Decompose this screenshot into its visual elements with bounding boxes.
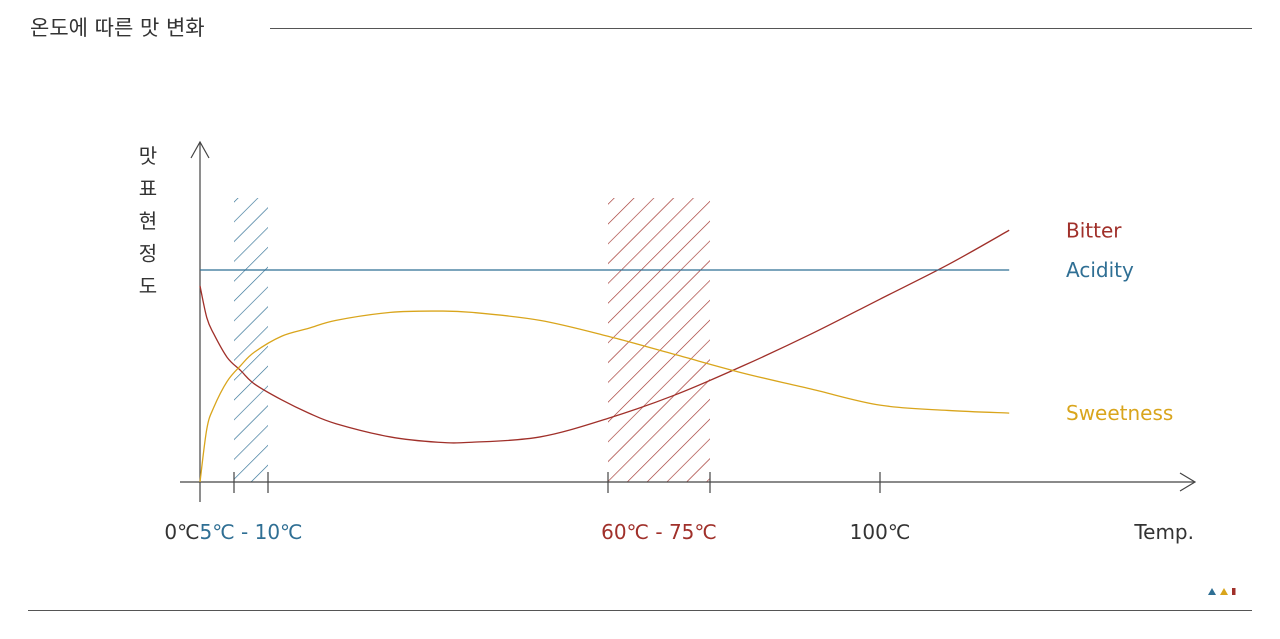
highlighted-ranges (234, 198, 710, 482)
range-hatch-1 (608, 198, 710, 482)
series-line-sweetness (199, 310, 1010, 483)
range-hatch-0 (234, 198, 268, 482)
y-axis-label-char: 맛 (139, 144, 157, 168)
series-label-sweetness: Sweetness (1066, 401, 1173, 425)
y-axis-label-char: 도 (139, 274, 157, 298)
series-line-bitter (199, 229, 1010, 444)
brand-logo (1208, 588, 1236, 595)
logo-triangle-yellow (1220, 588, 1228, 595)
logo-triangle-blue (1208, 588, 1216, 595)
series-lines (199, 229, 1010, 483)
x-axis-arrow (1179, 472, 1197, 492)
y-axis-label-char: 현 (139, 209, 157, 233)
y-axis-label-char: 정 (139, 242, 157, 266)
y-axis-label-char: 표 (139, 177, 157, 201)
page-title: 온도에 따른 맛 변화 (30, 16, 205, 40)
logo-bar-red (1232, 588, 1236, 595)
range-label-0: 5℃ - 10℃ (199, 520, 302, 544)
footer-divider (28, 610, 1252, 611)
x-ticks: 0℃ 100℃ (164, 472, 910, 544)
x-tick-label-0: 0℃ (164, 520, 199, 544)
x-axis-label: Temp. (1133, 520, 1194, 544)
range-label-1: 60℃ - 75℃ (601, 520, 717, 544)
series-label-bitter: Bitter (1066, 218, 1122, 242)
x-tick-label-5: 100℃ (850, 520, 911, 544)
title-divider (270, 28, 1252, 29)
series-label-acidity: Acidity (1066, 258, 1134, 282)
axes (180, 140, 1197, 502)
y-axis-arrow (190, 140, 210, 159)
